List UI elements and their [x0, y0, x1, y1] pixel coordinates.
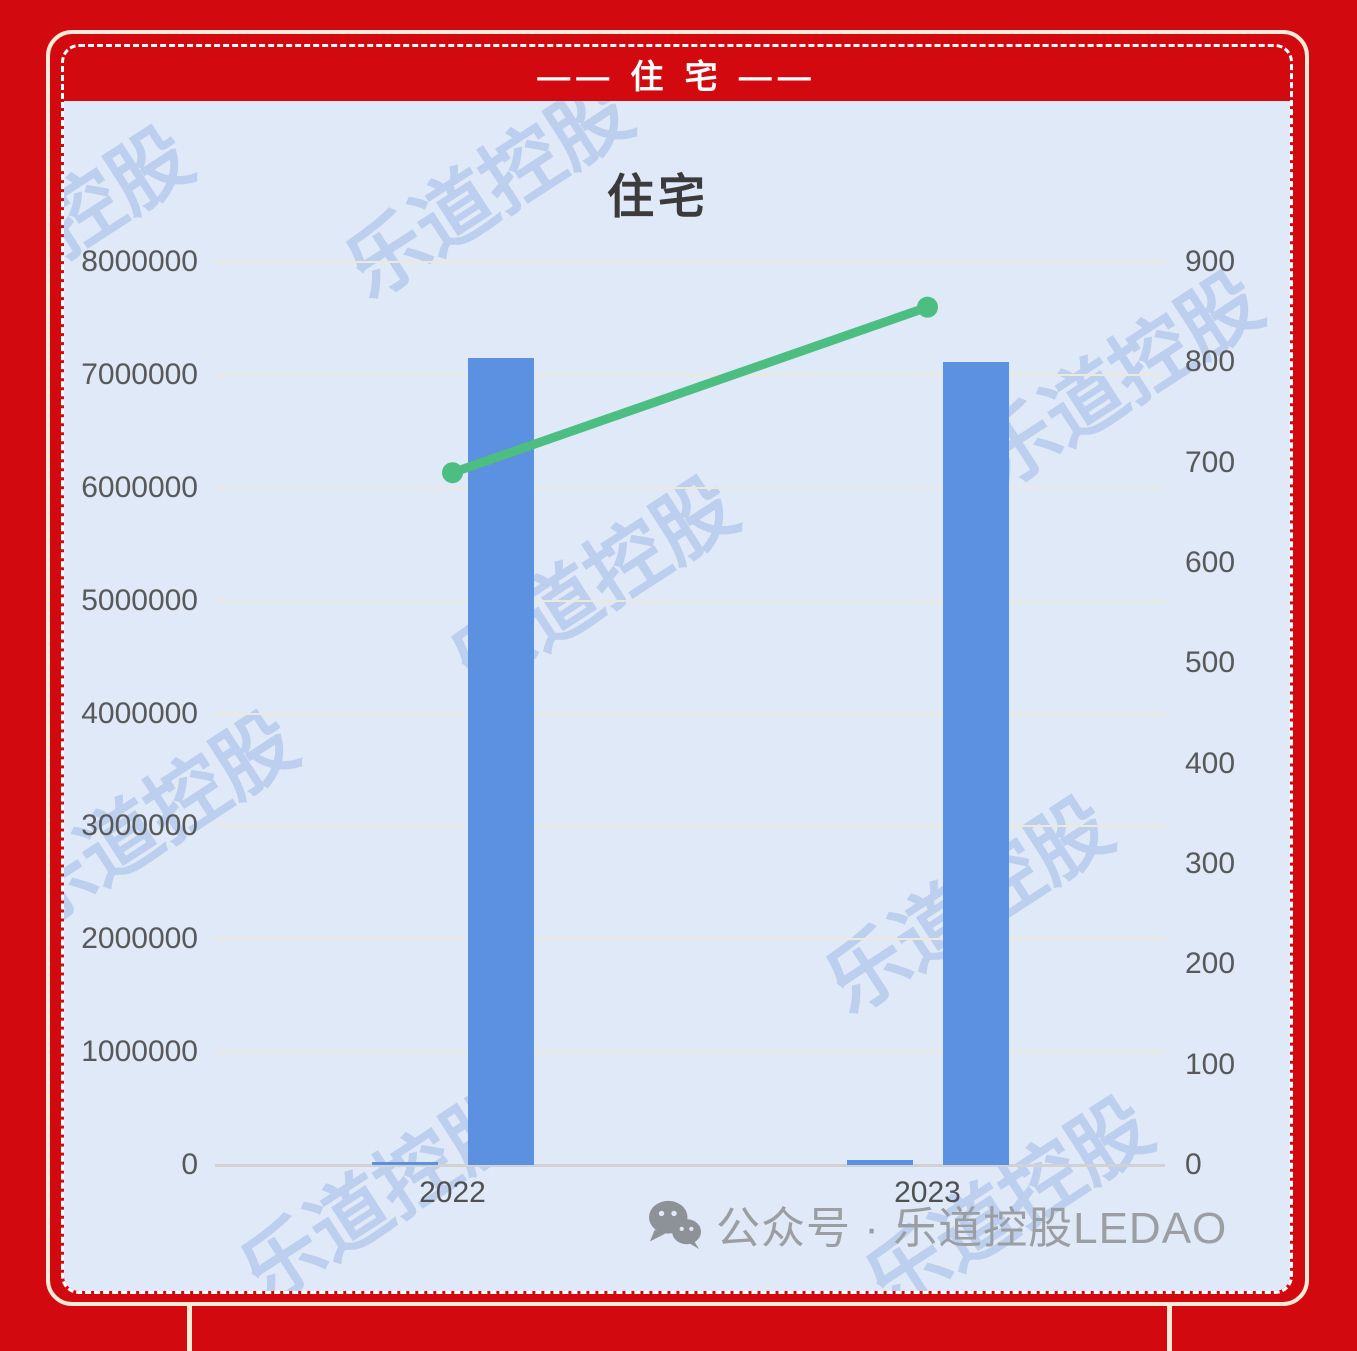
x-axis-line: [215, 1164, 1165, 1167]
y-axis-label-left: 8000000: [81, 245, 198, 278]
footer-label: 公众号 · 乐道控股LEDAO: [716, 1204, 1228, 1253]
y-axis-label-right: 100: [1185, 1047, 1236, 1081]
bar: [371, 1162, 438, 1165]
line-point: [442, 462, 463, 484]
gridline: [215, 938, 1165, 941]
header-title: —— 住 宅 ——: [537, 58, 817, 95]
gridline: [215, 261, 1165, 263]
gridline: [215, 599, 1165, 602]
y-axis-label-left: 3000000: [81, 809, 198, 843]
chart-title: 住宅: [607, 170, 709, 223]
y-axis-label-right: 700: [1185, 445, 1236, 479]
gridline: [215, 1051, 1165, 1054]
y-axis-label-right: 800: [1185, 345, 1236, 379]
gridline: [215, 712, 1165, 715]
y-axis-label-right: 900: [1185, 245, 1236, 278]
bar: [942, 362, 1009, 1165]
inner-frame: —— 住 宅 —— 乐道控股乐道控股乐道控股乐道控股乐道控股乐道控股乐道控股乐道…: [61, 44, 1293, 1294]
y-axis-label-right: 200: [1185, 947, 1236, 981]
outer-frame: [46, 30, 1309, 1306]
y-axis-label-right: 500: [1185, 646, 1236, 680]
bar: [467, 357, 534, 1165]
gridline: [215, 486, 1165, 489]
y-axis-label-left: 6000000: [81, 470, 198, 504]
bar: [846, 1160, 913, 1165]
frame-leg-right: [1167, 1306, 1172, 1351]
gridline: [215, 373, 1165, 376]
x-axis-label: 2023: [894, 1176, 961, 1209]
y-axis-label-left: 0: [181, 1148, 198, 1181]
y-axis-label-right: 0: [1185, 1148, 1202, 1181]
y-axis-label-right: 400: [1185, 746, 1236, 780]
y-axis-label-left: 4000000: [81, 696, 198, 730]
footer: 公众号 · 乐道控股LEDAO: [646, 1197, 1227, 1253]
wechat-icon: [649, 1200, 701, 1250]
frame-leg-left: [187, 1306, 192, 1351]
y-axis-label-right: 600: [1185, 546, 1236, 579]
y-axis-label-left: 2000000: [81, 922, 198, 956]
x-axis-label: 2022: [419, 1176, 486, 1209]
y-axis-label-right: 300: [1185, 847, 1236, 880]
y-axis-label-left: 5000000: [81, 583, 198, 617]
chart-panel: 乐道控股乐道控股乐道控股乐道控股乐道控股乐道控股乐道控股乐道控股: [64, 101, 1290, 1291]
y-axis-label-left: 1000000: [81, 1035, 198, 1069]
gridline: [215, 825, 1165, 828]
header-band: —— 住 宅 ——: [64, 47, 1290, 101]
y-axis-label-left: 7000000: [81, 357, 198, 391]
line-point: [917, 296, 938, 318]
